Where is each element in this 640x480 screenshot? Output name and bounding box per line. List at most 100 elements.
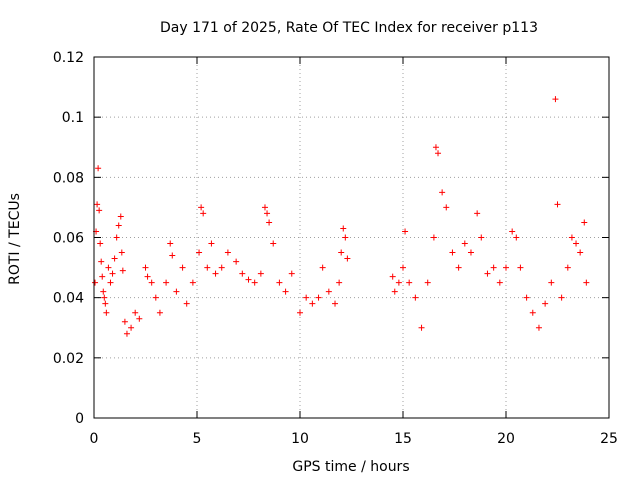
data-point	[344, 255, 351, 262]
data-point	[535, 324, 542, 331]
data-point	[503, 264, 509, 271]
data-point	[92, 279, 99, 286]
data-point	[467, 249, 474, 256]
data-point	[332, 300, 339, 307]
data-point	[239, 270, 246, 277]
x-tick-label: 20	[497, 431, 515, 447]
data-point	[251, 279, 258, 286]
data-point	[548, 279, 555, 286]
data-point	[490, 264, 497, 271]
data-point	[400, 264, 406, 271]
data-point	[432, 144, 439, 151]
data-point	[270, 240, 277, 247]
data-point	[99, 273, 106, 280]
data-point	[449, 249, 456, 256]
data-point	[474, 210, 481, 217]
data-point	[573, 240, 580, 247]
data-point	[554, 201, 561, 208]
data-point	[198, 204, 205, 211]
data-point	[319, 264, 326, 271]
data-point	[189, 279, 196, 286]
data-point	[412, 294, 419, 301]
axis-ticks: 0 0.02 0.04 0.06 0.08 0.1 0.12 0 5 10 15 20 25	[53, 50, 618, 447]
data-point	[183, 300, 190, 307]
data-point	[257, 270, 264, 277]
data-point	[97, 240, 104, 247]
y-tick-label: 0.06	[53, 231, 84, 247]
data-point	[338, 249, 345, 256]
data-point	[95, 165, 102, 172]
data-points	[92, 96, 590, 337]
data-point	[276, 279, 283, 286]
data-point	[455, 264, 462, 271]
data-point	[152, 294, 159, 301]
data-point	[200, 210, 207, 217]
data-point	[297, 309, 303, 316]
data-point	[233, 258, 240, 265]
data-point	[245, 276, 252, 283]
data-point	[142, 264, 149, 271]
y-axis-label: ROTI / TECUs	[7, 193, 23, 285]
data-point	[542, 300, 549, 307]
data-point	[303, 294, 310, 301]
chart-title: Day 171 of 2025, Rate Of TEC Index for r…	[160, 20, 538, 36]
data-point	[439, 189, 446, 196]
data-point	[391, 288, 398, 295]
data-point	[107, 279, 114, 286]
y-tick-label: 0.02	[53, 351, 84, 367]
data-point	[204, 264, 211, 271]
data-point	[325, 288, 332, 295]
data-point	[117, 213, 124, 220]
data-point	[478, 234, 485, 241]
data-point	[163, 279, 170, 286]
data-point	[119, 267, 126, 274]
data-point	[342, 234, 349, 241]
data-point	[309, 300, 316, 307]
y-tick-label: 0.1	[62, 110, 84, 126]
data-point	[418, 324, 425, 331]
data-point	[266, 219, 273, 226]
data-point	[101, 294, 108, 301]
data-point	[509, 228, 516, 235]
data-point	[123, 330, 130, 337]
data-point	[118, 249, 125, 256]
data-point	[496, 279, 503, 286]
data-point	[435, 150, 442, 157]
data-point	[261, 204, 268, 211]
data-point	[461, 240, 468, 247]
y-tick-label: 0.04	[53, 291, 84, 307]
data-point	[552, 96, 559, 103]
data-point	[389, 273, 396, 280]
data-point	[264, 210, 271, 217]
grid	[94, 57, 609, 418]
data-point	[424, 279, 431, 286]
data-point	[443, 204, 450, 211]
x-tick-label: 25	[600, 431, 618, 447]
data-point	[115, 222, 122, 229]
data-point	[484, 270, 491, 277]
data-point	[109, 270, 116, 277]
data-point	[156, 309, 163, 316]
data-point	[148, 279, 155, 286]
data-point	[513, 234, 520, 241]
data-point	[583, 279, 590, 286]
data-point	[96, 207, 103, 214]
data-point	[529, 309, 536, 316]
plot-frame	[93, 56, 610, 419]
data-point	[103, 309, 110, 316]
data-point	[100, 288, 107, 295]
data-point	[144, 273, 151, 280]
data-point	[208, 240, 215, 247]
data-point	[179, 264, 186, 271]
data-point	[94, 201, 101, 208]
data-point	[581, 219, 588, 226]
data-point	[173, 288, 180, 295]
data-point	[212, 270, 219, 277]
y-tick-label: 0	[75, 411, 84, 427]
data-point	[218, 264, 225, 271]
data-point	[128, 324, 135, 331]
data-point	[395, 279, 402, 286]
data-point	[558, 294, 565, 301]
